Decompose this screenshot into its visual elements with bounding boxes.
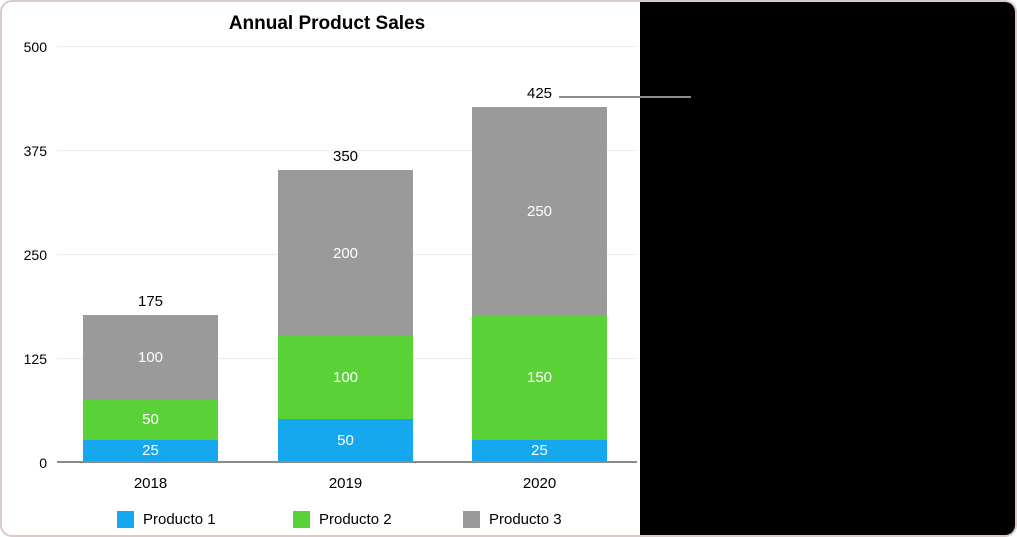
bar-total-label: 425	[526, 85, 553, 103]
y-axis-tick-label: 250	[23, 247, 47, 263]
bar-total-label: 350	[332, 147, 359, 165]
x-axis-category-label: 2019	[328, 475, 363, 492]
x-axis-category-label: 2020	[522, 475, 557, 492]
bar-segment: 25	[83, 440, 218, 461]
bar-segment: 100	[278, 336, 413, 420]
legend-color-swatch	[293, 510, 310, 528]
chart-title: Annual Product Sales	[228, 13, 426, 34]
x-axis-category-label: 2018	[133, 475, 168, 492]
y-axis-tick-label: 0	[39, 455, 47, 471]
stacked-bar-2020: 25 150 250 425	[472, 85, 607, 461]
segment-value-label: 100	[332, 369, 359, 387]
plot-area: 0 125 250 375 500 2018 25 50 100 175 2019 50 100 200 3…	[24, 39, 637, 492]
chart-legend: Producto 1 Producto 2 Producto 3	[2, 509, 642, 535]
legend-label: Producto 1	[143, 510, 216, 528]
segment-value-label: 200	[332, 244, 359, 262]
legend-color-swatch	[463, 510, 480, 528]
legend-label: Producto 2	[319, 510, 392, 528]
black-side-panel	[640, 2, 1015, 535]
segment-value-label: 25	[142, 442, 159, 460]
legend-item: Producto 1	[117, 509, 216, 529]
bar-segment: 150	[472, 315, 607, 441]
legend-item: Producto 3	[463, 509, 562, 529]
callout-leader-line	[559, 96, 691, 98]
x-axis-baseline	[57, 461, 637, 463]
legend-color-swatch	[117, 510, 134, 528]
segment-value-label: 150	[526, 369, 553, 387]
bar-total-label: 175	[137, 293, 164, 311]
gridline	[57, 150, 637, 151]
bar-segment: 100	[83, 315, 218, 399]
segment-value-label: 50	[337, 431, 354, 449]
bar-segment: 200	[278, 169, 413, 337]
segment-value-label: 50	[142, 410, 159, 428]
bar-segment: 50	[278, 419, 413, 461]
stacked-bar-2018: 25 50 100 175	[83, 293, 218, 461]
segment-value-label: 250	[526, 202, 553, 220]
y-axis-tick-label: 500	[23, 39, 47, 55]
segment-value-label: 100	[137, 348, 164, 366]
legend-item: Producto 2	[293, 509, 392, 529]
bar-segment: 25	[472, 440, 607, 461]
legend-label: Producto 3	[489, 510, 562, 528]
y-axis-tick-label: 125	[23, 351, 47, 367]
gridline	[57, 46, 637, 47]
chart-panel: Annual Product Sales 0 125 250 375 500 2018 25…	[2, 2, 642, 535]
y-axis-tick-label: 375	[23, 143, 47, 159]
bar-segment: 250	[472, 107, 607, 316]
bar-segment: 50	[83, 398, 218, 441]
segment-value-label: 25	[531, 442, 548, 460]
stacked-bar-2019: 50 100 200 350	[278, 148, 413, 461]
